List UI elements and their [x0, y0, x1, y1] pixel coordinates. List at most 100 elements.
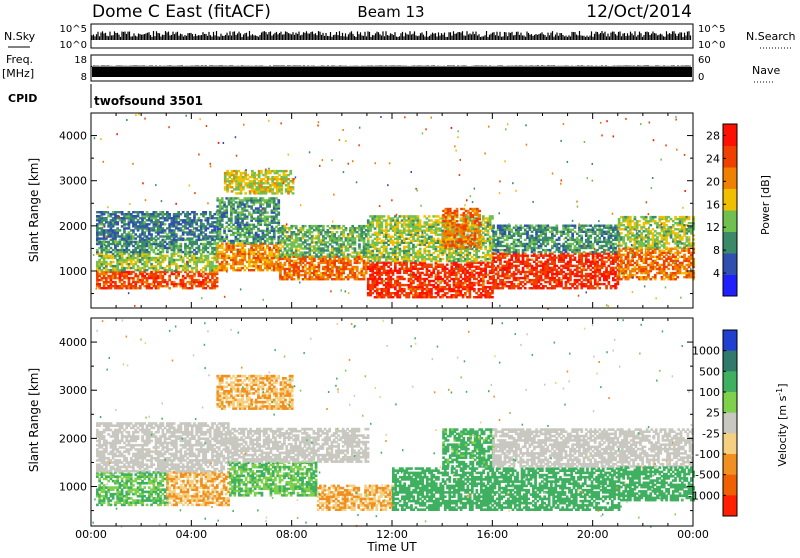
range-cell — [394, 284, 397, 286]
range-cell — [414, 230, 417, 232]
range-cell — [297, 276, 300, 278]
range-cell — [211, 235, 214, 237]
range-cell — [211, 277, 214, 279]
range-cell — [295, 225, 298, 227]
range-cell — [180, 213, 183, 215]
range-cell — [171, 217, 174, 219]
range-cell — [237, 238, 240, 240]
range-cell — [107, 277, 110, 279]
range-cell — [376, 292, 379, 294]
range-cell — [376, 217, 379, 219]
range-cell — [286, 227, 289, 229]
range-cell — [253, 224, 256, 226]
range-cell — [284, 225, 287, 227]
range-cell — [225, 245, 228, 247]
range-cell — [264, 230, 267, 232]
range-cell — [446, 264, 449, 266]
range-cell — [213, 253, 216, 255]
range-cell — [327, 241, 330, 243]
range-cell — [394, 256, 397, 258]
range-cell — [107, 249, 110, 251]
range-cell — [211, 231, 214, 233]
range-cell — [231, 182, 234, 184]
range-cell — [302, 247, 305, 249]
range-cell — [213, 235, 216, 237]
range-cell — [489, 270, 492, 272]
range-cell — [371, 278, 374, 280]
range-cell — [134, 247, 137, 249]
range-cell — [279, 264, 282, 266]
range-cell — [235, 182, 238, 184]
range-cell — [405, 219, 408, 221]
range-cell — [101, 269, 104, 271]
range-cell — [351, 225, 354, 227]
range-cell — [96, 211, 99, 213]
range-cell — [155, 265, 158, 267]
range-cell — [264, 240, 267, 242]
range-cell — [241, 243, 244, 245]
range-cell — [275, 203, 278, 205]
range-cell — [253, 209, 256, 211]
range-cell — [275, 222, 278, 224]
range-cell — [376, 272, 379, 274]
range-cell — [410, 260, 413, 262]
range-cell — [430, 264, 433, 266]
range-cell — [121, 245, 124, 247]
range-cell — [387, 240, 390, 242]
range-cell — [376, 266, 379, 268]
range-cell — [322, 272, 325, 274]
range-cell — [284, 258, 287, 260]
range-cell — [387, 284, 390, 286]
freq-label: Freq. — [6, 53, 33, 66]
range-cell — [253, 242, 256, 244]
range-cell — [251, 188, 254, 190]
range-cell — [299, 243, 302, 245]
range-cell — [284, 239, 287, 241]
range-cell — [421, 236, 424, 238]
range-cell — [349, 227, 352, 229]
range-cell — [241, 234, 244, 236]
range-cell — [478, 280, 481, 282]
range-cell — [143, 277, 146, 279]
range-cell — [241, 267, 244, 269]
range-cell — [101, 263, 104, 265]
range-cell — [304, 225, 307, 227]
range-cell — [331, 231, 334, 233]
range-cell — [134, 263, 137, 265]
range-cell — [259, 236, 262, 238]
range-cell — [121, 217, 124, 219]
range-cell — [191, 211, 194, 213]
nsearch-label: N.Search — [746, 30, 796, 43]
range-cell — [202, 223, 205, 225]
range-cell — [202, 243, 205, 245]
range-cell — [213, 231, 216, 233]
range-cell — [264, 236, 267, 238]
range-cell — [112, 219, 115, 221]
range-cell — [241, 240, 244, 242]
range-cell — [435, 266, 438, 268]
range-cell — [286, 235, 289, 237]
range-cell — [387, 272, 390, 274]
range-cell — [430, 280, 433, 282]
range-cell — [267, 170, 270, 172]
range-cell — [371, 234, 374, 236]
range-cell — [295, 264, 298, 266]
range-cell — [159, 211, 162, 213]
range-cell — [392, 270, 395, 272]
range-cell — [302, 251, 305, 253]
range-cell — [232, 209, 235, 211]
range-cell — [295, 270, 298, 272]
range-cell — [159, 261, 162, 263]
range-cell — [403, 250, 406, 252]
range-cell — [457, 264, 460, 266]
range-cell — [453, 284, 456, 286]
range-cell — [354, 227, 357, 229]
range-cell — [164, 239, 167, 241]
range-cell — [392, 240, 395, 242]
range-cell — [223, 228, 226, 230]
range-cell — [216, 277, 219, 279]
range-cell — [114, 281, 117, 283]
range-cell — [399, 294, 402, 296]
range-cell — [168, 287, 171, 289]
